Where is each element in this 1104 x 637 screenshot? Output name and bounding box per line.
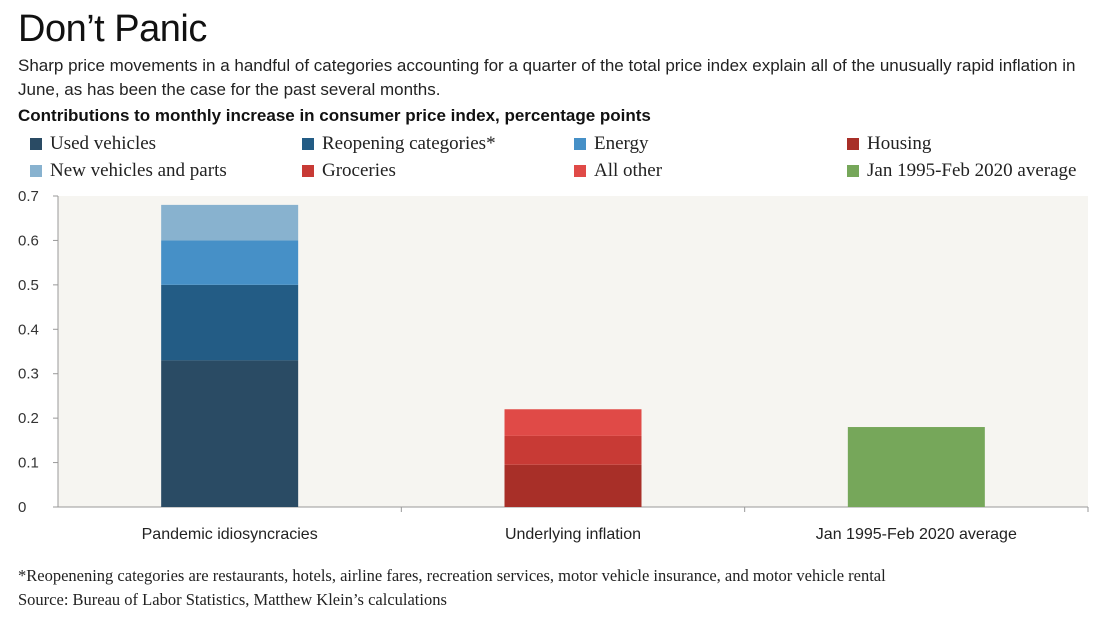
chart-heading: Contributions to monthly increase in con… <box>18 106 651 125</box>
bar-used-vehicles <box>161 360 299 507</box>
bar-energy <box>161 240 299 285</box>
legend-label: Jan 1995-Feb 2020 average <box>867 160 1077 181</box>
bar-all-other <box>504 409 642 436</box>
legend-item-energy: Energy <box>574 133 649 155</box>
footnote: *Reopenening categories are restaurants,… <box>18 566 886 585</box>
legend-item-all-other: All other <box>574 160 662 182</box>
bar-jan-1995-feb-2020-average <box>847 427 985 507</box>
bar-housing <box>504 464 642 507</box>
x-tick-label: Underlying inflation <box>505 526 641 543</box>
legend-item-reopening-categories: Reopening categories* <box>302 133 496 155</box>
legend-swatch <box>30 138 42 150</box>
legend-label: New vehicles and parts <box>50 160 227 181</box>
chart-title: Don’t Panic <box>18 8 207 50</box>
legend: Used vehicles Reopening categories* Ener… <box>30 133 1104 187</box>
y-tick-label: 0.5 <box>18 277 39 294</box>
y-tick-label: 0.1 <box>18 455 39 472</box>
footnote-block: *Reopenening categories are restaurants,… <box>18 564 886 612</box>
legend-swatch <box>574 165 586 177</box>
bar-groceries <box>504 435 642 465</box>
y-tick-label: 0.7 <box>18 190 39 205</box>
x-tick-label: Jan 1995-Feb 2020 average <box>816 526 1017 543</box>
source-note: Source: Bureau of Labor Statistics, Matt… <box>18 590 447 609</box>
legend-label: All other <box>594 160 663 181</box>
legend-item-used-vehicles: Used vehicles <box>30 133 156 155</box>
legend-item-historical-average: Jan 1995-Feb 2020 average <box>847 160 1076 182</box>
legend-swatch <box>847 138 859 150</box>
legend-swatch <box>30 165 42 177</box>
legend-item-groceries: Groceries <box>302 160 396 182</box>
y-tick-label: 0.3 <box>18 366 39 383</box>
legend-swatch <box>574 138 586 150</box>
legend-label: Housing <box>867 133 932 154</box>
x-tick-label: Pandemic idiosyncracies <box>142 526 318 543</box>
y-tick-label: 0.2 <box>18 410 39 427</box>
legend-swatch <box>302 165 314 177</box>
y-tick-label: 0 <box>18 499 26 516</box>
legend-item-housing: Housing <box>847 133 931 155</box>
y-tick-label: 0.6 <box>18 232 39 249</box>
legend-swatch <box>847 165 859 177</box>
legend-label: Used vehicles <box>50 133 157 154</box>
chart-subtitle: Sharp price movements in a handful of ca… <box>18 56 1076 99</box>
y-tick-label: 0.4 <box>18 321 39 338</box>
legend-swatch <box>302 138 314 150</box>
bar-reopening-categories <box>161 284 299 361</box>
bar-new-vehicles-and-parts <box>161 204 299 241</box>
legend-label: Reopening categories* <box>322 133 496 154</box>
legend-item-new-vehicles-and-parts: New vehicles and parts <box>30 160 227 182</box>
legend-label: Energy <box>594 133 649 154</box>
stacked-bar-chart: 0 0.1 0.2 0.3 0.4 0.5 0.6 0.7 Pandemic idiosyncr… <box>18 190 1089 543</box>
legend-label: Groceries <box>322 160 396 181</box>
